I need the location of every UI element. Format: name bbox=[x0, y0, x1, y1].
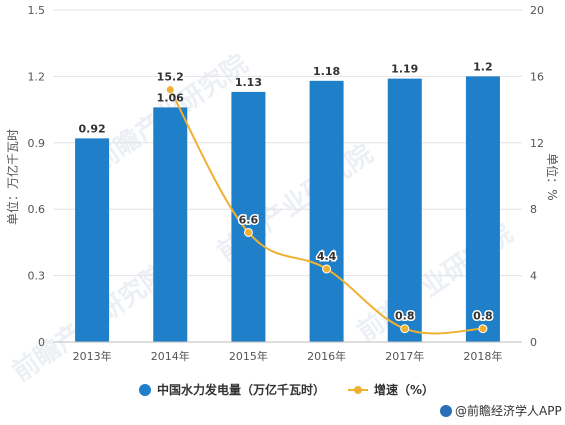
bar bbox=[309, 80, 344, 343]
growth-point bbox=[165, 85, 175, 95]
y-tick-label: 1.2 bbox=[28, 70, 46, 83]
bar-value-label: 1.13 bbox=[235, 76, 262, 89]
y-tick-label: 0 bbox=[38, 336, 45, 349]
source-credit: @前瞻经济学人APP bbox=[440, 403, 562, 418]
growth-point bbox=[478, 324, 488, 334]
growth-value-label: 4.4 bbox=[317, 250, 337, 263]
x-tick-label: 2014年 bbox=[151, 349, 190, 363]
y-tick-label: 0.3 bbox=[28, 270, 46, 283]
source-logo-icon bbox=[440, 405, 452, 417]
line-series bbox=[165, 85, 488, 335]
growth-point bbox=[322, 264, 332, 274]
y2-tick-label: 16 bbox=[530, 70, 544, 83]
growth-value-label: 6.6 bbox=[239, 213, 259, 226]
growth-point bbox=[243, 227, 253, 237]
y2-tick-label: 0 bbox=[530, 336, 537, 349]
growth-value-label: 0.8 bbox=[473, 310, 493, 323]
x-tick-label: 2017年 bbox=[385, 349, 424, 363]
legend-line-dot bbox=[354, 386, 362, 394]
x-tick-label: 2015年 bbox=[229, 349, 268, 363]
legend: 中国水力发电量（万亿千瓦时） 增速（%） bbox=[139, 382, 434, 397]
x-tick-label: 2018年 bbox=[463, 349, 502, 363]
growth-point bbox=[400, 324, 410, 334]
bar-value-label: 1.06 bbox=[157, 91, 184, 104]
growth-value-label: 15.2 bbox=[157, 71, 184, 84]
bar-value-label: 1.18 bbox=[313, 65, 340, 78]
legend-bar-label: 中国水力发电量（万亿千瓦时） bbox=[157, 382, 325, 397]
y2-axis-title: 单位：% bbox=[545, 153, 560, 200]
y2-tick-label: 4 bbox=[530, 270, 537, 283]
bar bbox=[465, 76, 500, 343]
x-tick-label: 2016年 bbox=[307, 349, 346, 363]
source-text: @前瞻经济学人APP bbox=[455, 403, 562, 418]
y2-tick-label: 12 bbox=[530, 137, 544, 150]
x-tick-label: 2013年 bbox=[73, 349, 112, 363]
data-labels: 0.92 1.06 1.13 1.18 1.19 1.2 15.2 6.6 4.4 0.8 0.8 bbox=[79, 60, 495, 324]
axes: 0 0.3 0.6 0.9 1.2 1.5 0 4 8 12 16 20 2013年 2014年 2015年… bbox=[28, 4, 545, 363]
bar-value-label: 0.92 bbox=[79, 122, 106, 135]
legend-bar-marker bbox=[139, 384, 151, 396]
y-axis-title: 单位：万亿千瓦时 bbox=[5, 129, 20, 225]
y2-tick-label: 8 bbox=[530, 203, 537, 216]
y-tick-label: 0.9 bbox=[28, 137, 46, 150]
bar bbox=[153, 107, 188, 343]
growth-value-label: 0.8 bbox=[395, 310, 415, 323]
y2-tick-label: 20 bbox=[530, 4, 544, 17]
bar bbox=[75, 138, 110, 342]
bar-value-label: 1.19 bbox=[391, 63, 418, 76]
bar-value-label: 1.2 bbox=[473, 60, 493, 73]
legend-line-label: 增速（%） bbox=[374, 382, 434, 397]
y-tick-label: 0.6 bbox=[28, 203, 46, 216]
y-tick-label: 1.5 bbox=[28, 4, 46, 17]
bar bbox=[387, 78, 422, 342]
